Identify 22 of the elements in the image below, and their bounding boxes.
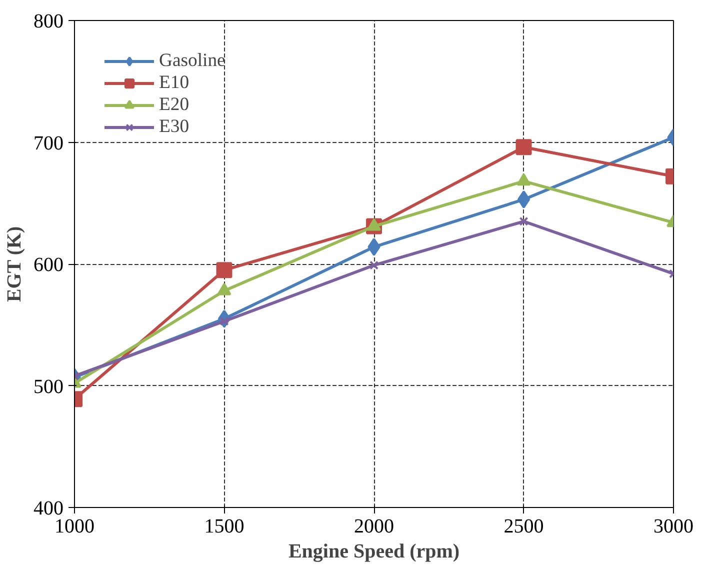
legend-label: E10: [159, 72, 190, 94]
y-tick-label: 600: [34, 254, 64, 276]
y-axis-title: EGT (K): [4, 226, 26, 302]
x-axis-title: Engine Speed (rpm): [288, 540, 460, 562]
x-tick-label: 1500: [204, 516, 244, 538]
x-tick-label: 3000: [654, 516, 694, 538]
point: [519, 216, 528, 226]
y-tick-label: 500: [34, 376, 64, 398]
point: [516, 173, 531, 186]
point: [516, 139, 532, 156]
y-tick-label: 800: [34, 10, 64, 32]
x-tick-label: 2000: [354, 516, 394, 538]
point: [216, 262, 232, 278]
point: [368, 238, 380, 256]
x-tick-label: 2500: [504, 516, 544, 538]
legend-label: Gasoline: [159, 50, 226, 72]
point: [517, 190, 530, 208]
point: [367, 218, 381, 231]
legend-label: E20: [159, 94, 190, 116]
point: [369, 260, 379, 270]
legend-label: E30: [159, 116, 190, 138]
y-tick-label: 700: [34, 132, 64, 154]
